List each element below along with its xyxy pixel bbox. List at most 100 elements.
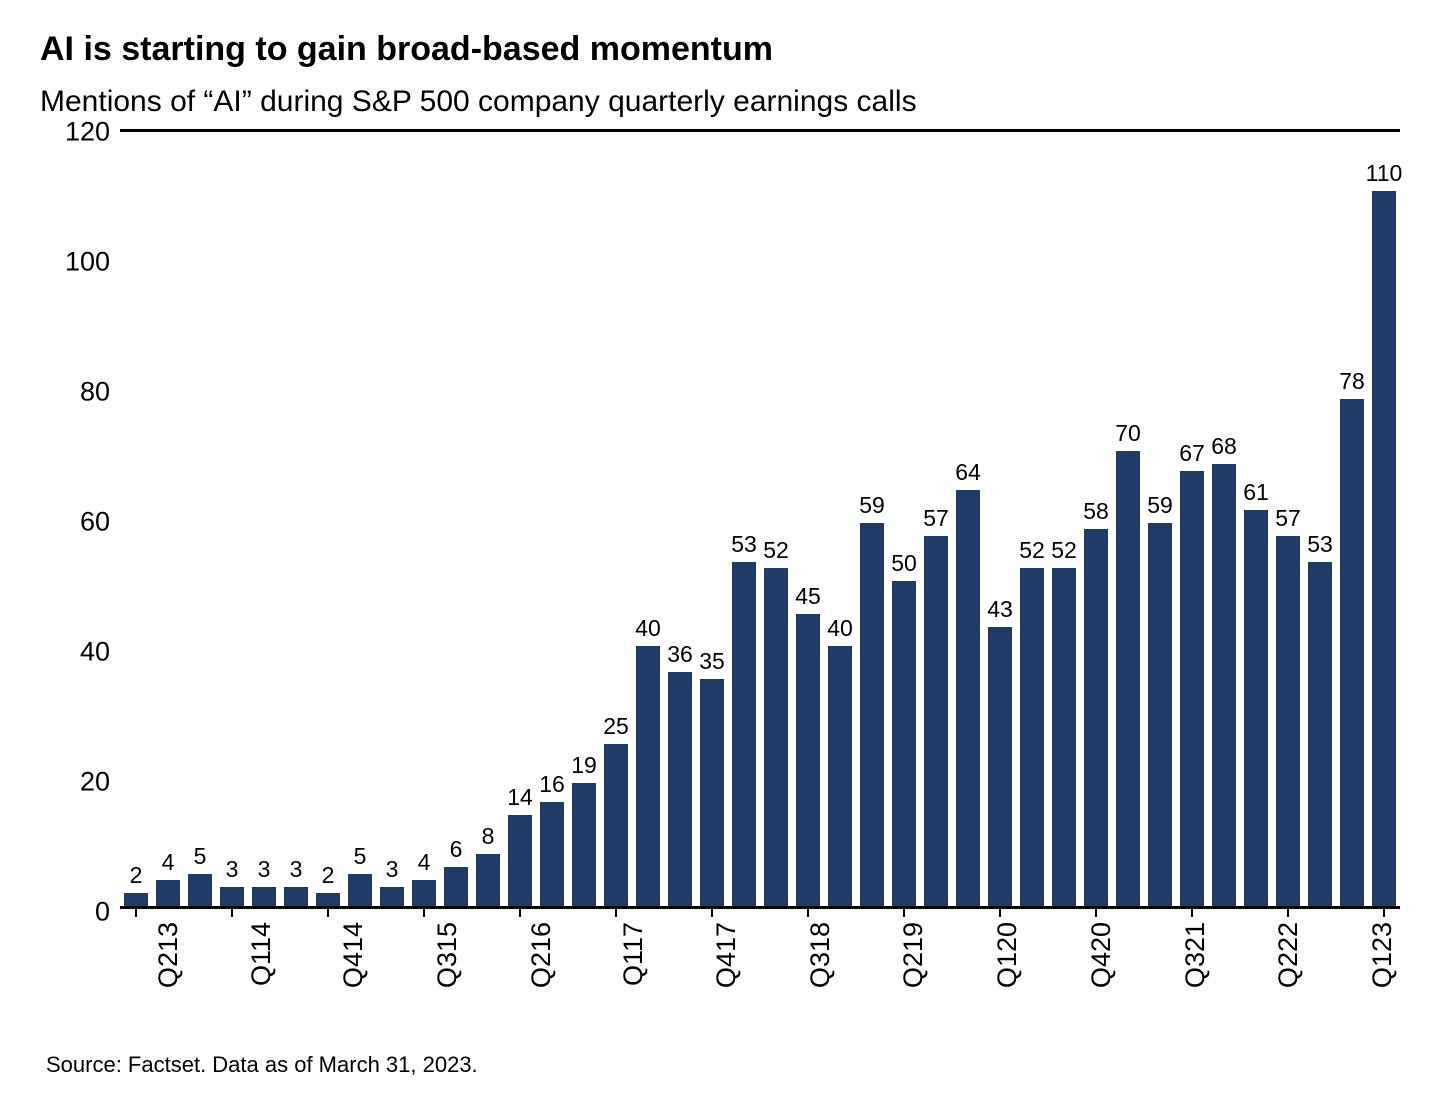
bar: 52 <box>1020 568 1043 906</box>
bar: 3 <box>220 887 243 907</box>
x-label-slot <box>650 914 664 1004</box>
bar-value-label: 68 <box>1211 433 1237 460</box>
chart-source: Source: Factset. Data as of March 31, 20… <box>46 1052 478 1078</box>
x-label-slot: Q213 <box>120 914 186 1004</box>
bar-slot: 2 <box>120 132 152 906</box>
bar-value-label: 2 <box>130 862 143 889</box>
x-axis-label: Q117 <box>618 922 649 986</box>
x-label-slot: Q318 <box>772 914 838 1004</box>
bar-value-label: 57 <box>923 505 949 532</box>
bar: 57 <box>1276 536 1299 907</box>
bar-value-label: 40 <box>635 615 661 642</box>
plot-region: 2453332534681416192540363553524540595057… <box>120 129 1400 909</box>
bar-slot: 43 <box>984 132 1016 906</box>
bar: 2 <box>124 893 147 906</box>
x-label-slot <box>278 914 292 1004</box>
x-label-slot: Q120 <box>959 914 1025 1004</box>
bar: 3 <box>252 887 275 907</box>
bar: 3 <box>284 887 307 907</box>
bar-value-label: 53 <box>731 531 757 558</box>
x-axis-label: Q114 <box>246 922 277 986</box>
bar-slot: 3 <box>376 132 408 906</box>
bar-value-label: 45 <box>795 583 821 610</box>
bar: 52 <box>1052 568 1075 906</box>
bar-value-label: 4 <box>418 849 431 876</box>
y-axis-label: 120 <box>65 117 110 148</box>
x-label-slot: Q117 <box>586 914 650 1004</box>
x-label-slot: Q321 <box>1147 914 1213 1004</box>
bar: 58 <box>1084 529 1107 906</box>
bar: 50 <box>892 581 915 906</box>
bar-value-label: 50 <box>891 550 917 577</box>
bar-slot: 53 <box>1304 132 1336 906</box>
bar: 19 <box>572 783 595 907</box>
x-label-slot <box>852 914 866 1004</box>
bar-value-label: 3 <box>290 856 303 883</box>
bar-slot: 2 <box>312 132 344 906</box>
bar: 16 <box>540 802 563 906</box>
bar-value-label: 52 <box>1019 537 1045 564</box>
x-label-slot <box>1226 914 1240 1004</box>
chart-title: AI is starting to gain broad-based momen… <box>40 30 1400 69</box>
bars-container: 2453332534681416192540363553524540595057… <box>120 132 1400 909</box>
bar-slot: 5 <box>184 132 216 906</box>
bar-slot: 52 <box>1016 132 1048 906</box>
x-label-slot <box>1119 914 1133 1004</box>
bar-value-label: 5 <box>354 843 367 870</box>
x-label-slot: Q315 <box>399 914 465 1004</box>
x-label-slot <box>573 914 587 1004</box>
bar-value-label: 52 <box>1051 537 1077 564</box>
x-label-slot: Q219 <box>865 914 931 1004</box>
bar-slot: 110 <box>1368 132 1400 906</box>
x-label-slot <box>1025 914 1039 1004</box>
bar: 61 <box>1244 510 1267 907</box>
x-label-slot <box>559 914 573 1004</box>
x-label-slot <box>1039 914 1053 1004</box>
x-label-slot <box>200 914 214 1004</box>
x-axis-label: Q216 <box>526 922 557 988</box>
bar-value-label: 61 <box>1243 479 1269 506</box>
x-label-slot: Q114 <box>214 914 278 1004</box>
bar-slot: 59 <box>856 132 888 906</box>
y-axis-label: 40 <box>80 637 110 668</box>
bar-value-label: 4 <box>162 849 175 876</box>
bar-slot: 50 <box>888 132 920 906</box>
bar-value-label: 8 <box>482 823 495 850</box>
bar-slot: 68 <box>1208 132 1240 906</box>
y-axis-label: 100 <box>65 247 110 278</box>
bar-slot: 35 <box>696 132 728 906</box>
bar-value-label: 52 <box>763 537 789 564</box>
bar-value-label: 64 <box>955 459 981 486</box>
x-axis-label: Q120 <box>992 922 1023 988</box>
bar-slot: 3 <box>216 132 248 906</box>
x-label-slot <box>385 914 399 1004</box>
bar-slot: 53 <box>728 132 760 906</box>
bar-value-label: 3 <box>386 856 399 883</box>
bar: 5 <box>188 874 211 907</box>
bar: 78 <box>1340 399 1363 906</box>
bar: 6 <box>444 867 467 906</box>
x-label-slot: Q123 <box>1334 914 1400 1004</box>
bar-slot: 59 <box>1144 132 1176 906</box>
bar-value-label: 67 <box>1179 440 1205 467</box>
x-label-slot <box>932 914 946 1004</box>
bar: 40 <box>828 646 851 906</box>
x-label-slot <box>1213 914 1227 1004</box>
bar-slot: 19 <box>568 132 600 906</box>
bar: 35 <box>700 679 723 907</box>
x-axis-label: Q315 <box>432 922 463 988</box>
bar-value-label: 3 <box>258 856 271 883</box>
y-axis-label: 60 <box>80 507 110 538</box>
bar-value-label: 110 <box>1366 160 1403 187</box>
x-label-slot <box>479 914 493 1004</box>
bar-value-label: 19 <box>571 752 597 779</box>
bar-slot: 5 <box>344 132 376 906</box>
bar-slot: 67 <box>1176 132 1208 906</box>
x-axis-label: Q318 <box>805 922 836 988</box>
bar: 52 <box>764 568 787 906</box>
bar: 67 <box>1180 471 1203 907</box>
y-axis-label: 20 <box>80 767 110 798</box>
bar-slot: 25 <box>600 132 632 906</box>
x-label-slot <box>186 914 200 1004</box>
y-axis-label: 80 <box>80 377 110 408</box>
